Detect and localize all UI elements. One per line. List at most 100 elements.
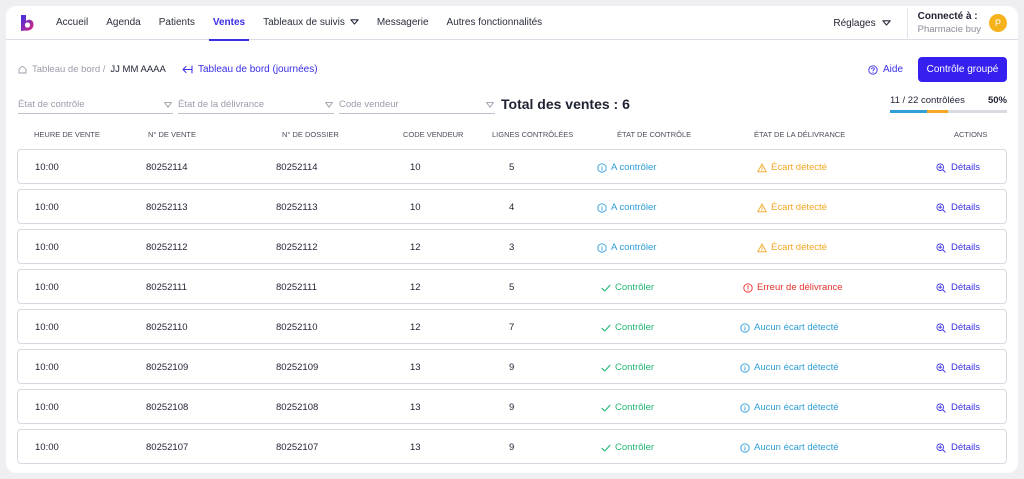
file-number: 80252109 (276, 362, 319, 373)
nav-divider (906, 8, 908, 38)
user-label: Connecté à : (917, 11, 978, 22)
nav-item-ventes[interactable]: Ventes (204, 6, 254, 41)
sale-number: 80252107 (146, 442, 189, 453)
sale-time: 10:00 (35, 282, 59, 293)
breadcrumb-home-label: Tableau de bord / (32, 64, 106, 75)
control-status-label: A contrôler (611, 162, 657, 173)
back-to-dashboard-link[interactable]: Tableau de bord (journées) (182, 64, 318, 75)
sale-time: 10:00 (35, 162, 59, 173)
nav-item-label: Patients (158, 16, 195, 28)
brand-logo-icon[interactable] (19, 14, 35, 32)
column-header-control: État de contrôle (617, 130, 692, 139)
vendor-code-filter-placeholder: Code vendeur (339, 99, 399, 110)
column-header-delivery: État de la délivrance (754, 130, 846, 139)
details-label: Détails (951, 322, 981, 333)
details-label: Détails (951, 282, 981, 293)
column-header-lines: Lignes contrôlées (492, 130, 574, 139)
check-icon (601, 364, 611, 372)
sale-time: 10:00 (35, 242, 59, 253)
info-circle-icon (740, 442, 750, 453)
chevron-down-icon (164, 101, 172, 108)
warning-triangle-icon (757, 203, 767, 212)
details-link[interactable]: Détails (936, 442, 980, 453)
delivery-state-filter[interactable]: État de la délivrance (178, 96, 334, 114)
settings-label: Réglages (833, 17, 876, 29)
nav-item-autres-fonctionnalites[interactable]: Autres fonctionnalités (438, 6, 552, 40)
group-control-button[interactable]: Contrôle groupé (918, 57, 1007, 82)
user-menu[interactable]: Connecté à : Pharmacie buy P (908, 11, 1018, 35)
column-header-file: N° de dossier (282, 130, 339, 139)
user-info: Connecté à : Pharmacie buy (918, 11, 981, 35)
details-label: Détails (951, 362, 981, 373)
controlled-lines: 4 (509, 202, 515, 213)
details-link[interactable]: Détails (936, 202, 980, 213)
sale-number: 80252112 (146, 242, 188, 253)
control-state-filter[interactable]: État de contrôle (18, 96, 173, 114)
sale-number: 80252110 (146, 322, 188, 333)
breadcrumb: Tableau de bord / JJ MM AAAA (18, 64, 166, 75)
sale-time: 10:00 (35, 202, 59, 213)
details-link[interactable]: Détails (936, 402, 980, 413)
app-window: Accueil Agenda Patients Ventes Tableaux de s… (6, 6, 1018, 473)
table-row[interactable]: 10:00 80252110 80252110 12 7 Contrôler Aucun é… (17, 309, 1007, 344)
info-circle-icon (597, 242, 607, 253)
progress-bar (890, 110, 1007, 113)
table-row[interactable]: 10:00 80252109 80252109 13 9 Contrôler Aucun é… (17, 349, 1007, 384)
info-circle-icon (740, 402, 750, 413)
progress-label: contrôlées (921, 95, 965, 106)
warning-triangle-icon (757, 163, 767, 172)
sales-table: 10:00 80252114 80252114 10 5 A contrôler Écart… (17, 149, 1007, 469)
nav-item-tableaux-de-suivis[interactable]: Tableaux de suivis (254, 6, 368, 40)
breadcrumb-current: JJ MM AAAA (110, 64, 166, 75)
delivery-status-label: Écart détecté (771, 162, 827, 173)
column-header-time: Heure de vente (34, 130, 100, 139)
delivery-status-label: Aucun écart détecté (754, 402, 839, 413)
table-row[interactable]: 10:00 80252112 80252112 12 3 A contrôler Écart… (17, 229, 1007, 264)
zoom-in-icon (936, 202, 946, 213)
table-row[interactable]: 10:00 80252113 80252113 10 4 A contrôler Écart… (17, 189, 1007, 224)
nav-item-accueil[interactable]: Accueil (47, 6, 97, 40)
details-label: Détails (951, 162, 981, 173)
details-label: Détails (951, 242, 981, 253)
table-row[interactable]: 10:00 80252111 80252111 12 5 Contrôler Erreur … (17, 269, 1007, 304)
table-row[interactable]: 10:00 80252108 80252108 13 9 Contrôler Aucun é… (17, 389, 1007, 424)
sale-number: 80252108 (146, 402, 189, 413)
zoom-in-icon (936, 322, 946, 333)
vendor-code: 13 (410, 442, 421, 453)
details-label: Détails (951, 402, 981, 413)
details-label: Détails (951, 442, 981, 453)
table-row[interactable]: 10:00 80252114 80252114 10 5 A contrôler Écart… (17, 149, 1007, 184)
nav-item-patients[interactable]: Patients (150, 6, 204, 40)
sale-time: 10:00 (35, 322, 59, 333)
table-row[interactable]: 10:00 80252107 80252107 13 9 Contrôler Aucun é… (17, 429, 1007, 464)
controlled-lines: 9 (509, 362, 515, 373)
details-link[interactable]: Détails (936, 322, 980, 333)
back-link-label: Tableau de bord (journées) (198, 64, 318, 75)
details-link[interactable]: Détails (936, 282, 980, 293)
vendor-code: 13 (410, 402, 421, 413)
breadcrumb-home[interactable]: Tableau de bord / (18, 64, 105, 75)
control-status-label: Contrôler (615, 362, 655, 373)
vendor-code-filter[interactable]: Code vendeur (339, 96, 495, 114)
details-link[interactable]: Détails (936, 162, 980, 173)
nav-item-messagerie[interactable]: Messagerie (368, 6, 438, 40)
nav-right-area: Réglages Connecté à : Pharmacie buy P (833, 6, 1018, 40)
info-circle-icon (597, 202, 607, 213)
delivery-status-label: Écart détecté (771, 242, 827, 253)
nav-item-agenda[interactable]: Agenda (97, 6, 149, 40)
delivery-status-label: Aucun écart détecté (754, 442, 839, 453)
progress-segment (927, 110, 949, 113)
delivery-status: Écart détecté (757, 162, 827, 173)
help-link[interactable]: Aide (868, 64, 903, 75)
warning-triangle-icon (757, 243, 767, 252)
avatar[interactable]: P (989, 14, 1007, 32)
settings-menu[interactable]: Réglages (833, 6, 906, 40)
delivery-status-label: Aucun écart détecté (754, 322, 839, 333)
control-status-label: Contrôler (615, 282, 655, 293)
details-link[interactable]: Détails (936, 362, 980, 373)
chevron-down-icon (881, 20, 891, 26)
error-circle-icon (743, 282, 753, 293)
details-link[interactable]: Détails (936, 242, 980, 253)
delivery-status: Écart détecté (757, 242, 827, 253)
top-navigation: Accueil Agenda Patients Ventes Tableaux de s… (6, 6, 1018, 41)
